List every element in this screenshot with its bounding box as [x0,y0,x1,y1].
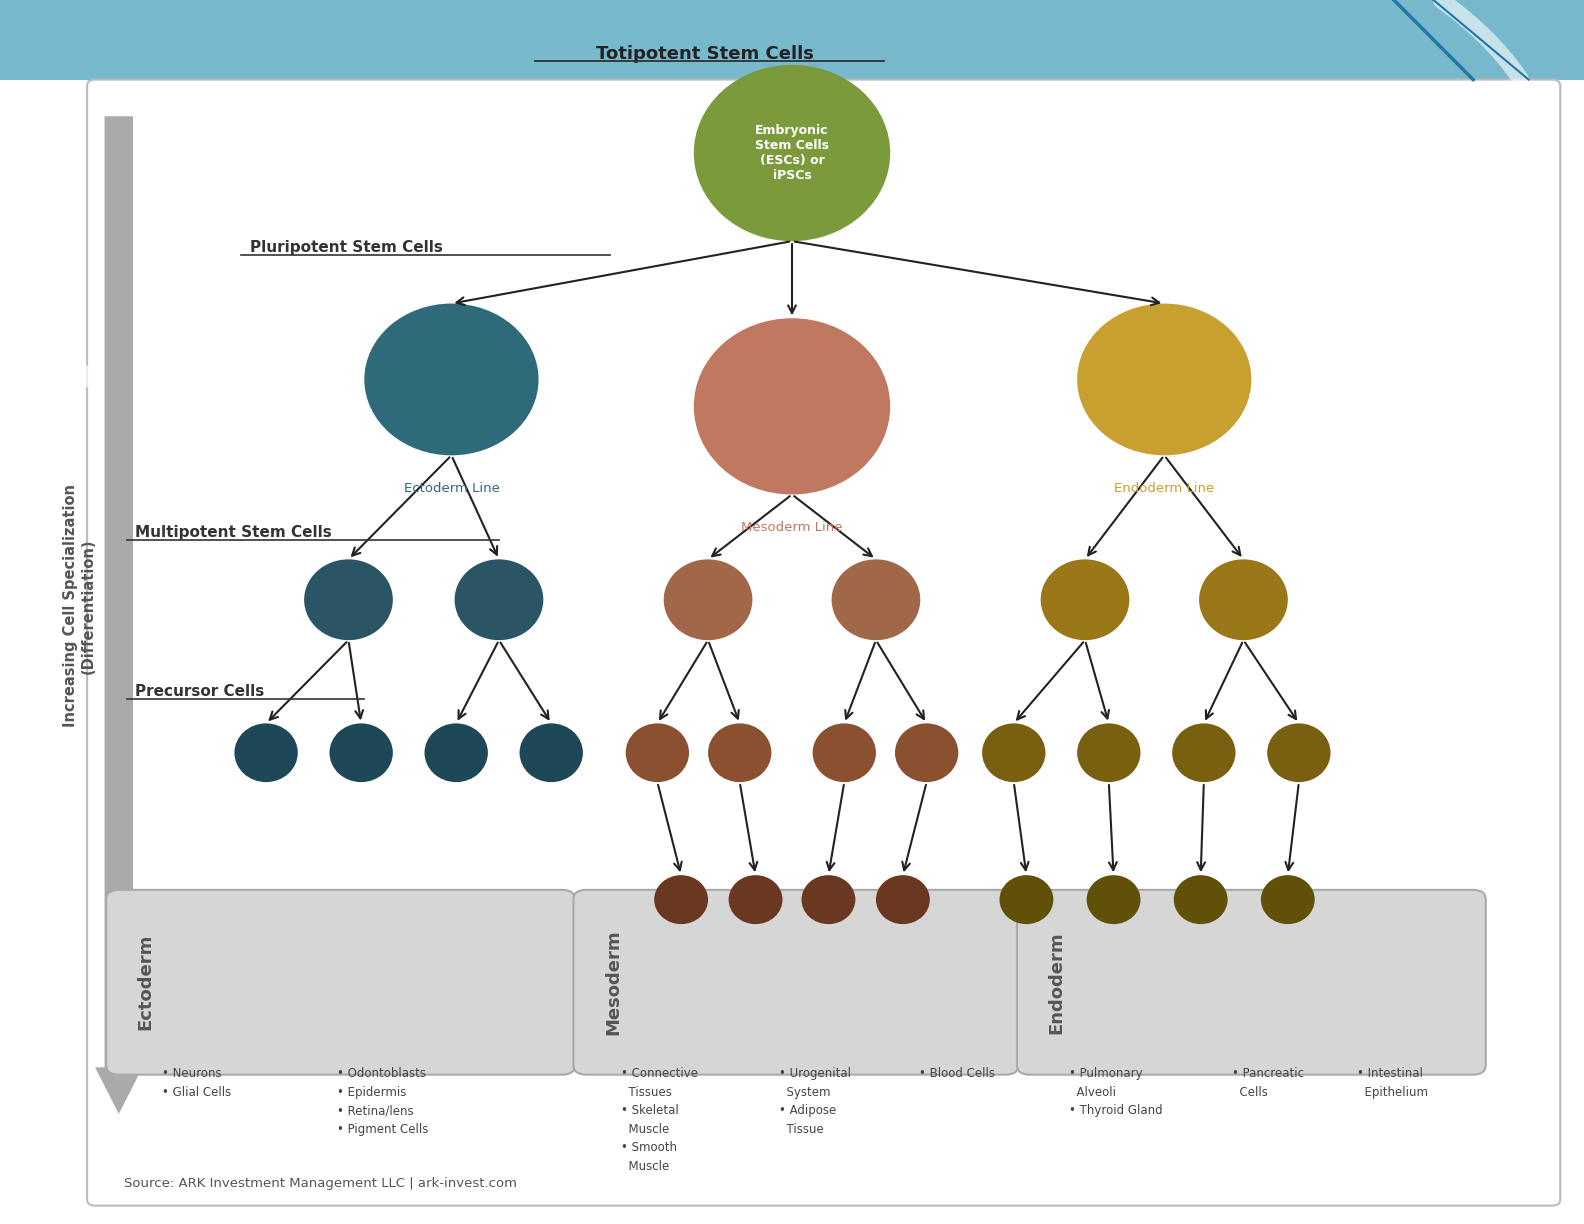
Text: Endoderm Line: Endoderm Line [1114,482,1215,496]
Ellipse shape [694,318,890,494]
FancyBboxPatch shape [87,80,1560,1206]
Ellipse shape [329,723,393,782]
FancyBboxPatch shape [106,890,575,1075]
Text: Totipotent Stem Cells: Totipotent Stem Cells [596,45,814,62]
Ellipse shape [982,723,1045,782]
Text: Ectoderm Line: Ectoderm Line [404,482,499,496]
Text: Endoderm: Endoderm [1047,931,1066,1033]
Ellipse shape [520,723,583,782]
Ellipse shape [1041,559,1129,640]
Ellipse shape [1174,875,1228,924]
Ellipse shape [234,723,298,782]
Ellipse shape [1077,723,1140,782]
Ellipse shape [455,559,543,640]
Text: Source: ARK Investment Management LLC | ark-invest.com: Source: ARK Investment Management LLC | … [124,1176,516,1190]
Ellipse shape [694,65,890,241]
Ellipse shape [304,559,393,640]
Ellipse shape [664,559,752,640]
Text: • Neurons
• Glial Cells: • Neurons • Glial Cells [162,1067,231,1099]
Text: Ectoderm: Ectoderm [136,934,155,1031]
Text: Increasing Cell Specialization
(Differentiation): Increasing Cell Specialization (Differen… [63,485,95,727]
Text: • Odontoblasts
• Epidermis
• Retina/lens
• Pigment Cells: • Odontoblasts • Epidermis • Retina/lens… [337,1067,429,1136]
Text: • Connective
  Tissues
• Skeletal
  Muscle
• Smooth
  Muscle: • Connective Tissues • Skeletal Muscle •… [621,1067,699,1173]
Ellipse shape [1199,559,1288,640]
FancyBboxPatch shape [1017,890,1486,1075]
Text: Pluripotent Stem Cells: Pluripotent Stem Cells [250,240,444,255]
Text: • Urogenital
  System
• Adipose
  Tissue: • Urogenital System • Adipose Tissue [779,1067,851,1136]
FancyBboxPatch shape [573,890,1019,1075]
Text: • Blood Cells: • Blood Cells [919,1067,995,1081]
Ellipse shape [708,723,771,782]
Ellipse shape [1267,723,1331,782]
Ellipse shape [813,723,876,782]
Ellipse shape [1077,304,1251,455]
Ellipse shape [364,304,539,455]
Text: Precursor Cells: Precursor Cells [135,684,265,699]
Ellipse shape [654,875,708,924]
Text: Embryonic
Stem Cells
(ESCs) or
iPSCs: Embryonic Stem Cells (ESCs) or iPSCs [756,124,828,182]
Ellipse shape [895,723,958,782]
Ellipse shape [1261,875,1315,924]
Text: • Pulmonary
  Alveoli
• Thyroid Gland: • Pulmonary Alveoli • Thyroid Gland [1069,1067,1163,1118]
FancyArrow shape [95,116,143,1114]
Ellipse shape [425,723,488,782]
Ellipse shape [832,559,920,640]
Text: • Intestinal
  Epithelium: • Intestinal Epithelium [1357,1067,1429,1099]
Ellipse shape [1087,875,1140,924]
Text: Mesoderm: Mesoderm [604,929,623,1036]
Text: Mesoderm Line: Mesoderm Line [741,521,843,535]
Ellipse shape [1172,723,1236,782]
Ellipse shape [1000,875,1053,924]
Ellipse shape [729,875,782,924]
Ellipse shape [876,875,930,924]
Ellipse shape [626,723,689,782]
Text: Multipotent Stem Cells: Multipotent Stem Cells [135,525,331,540]
Bar [0,0,1584,80]
Text: • Pancreatic
  Cells: • Pancreatic Cells [1232,1067,1304,1099]
Ellipse shape [802,875,855,924]
